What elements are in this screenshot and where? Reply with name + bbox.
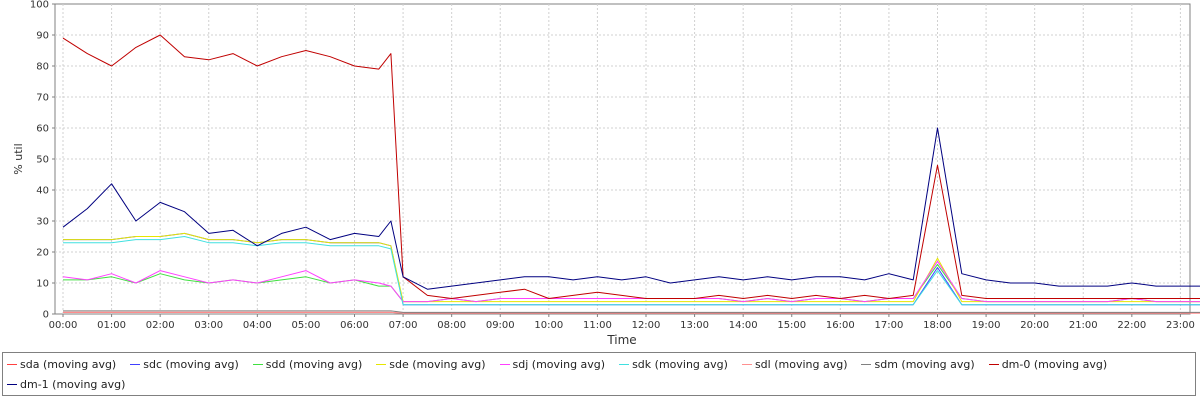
x-tick-label: 01:00 bbox=[97, 320, 126, 331]
series-lines bbox=[62, 34, 1200, 314]
y-tick-label: 80 bbox=[36, 62, 49, 73]
legend-label: sdd (moving avg) bbox=[265, 357, 363, 371]
x-tick-label: 15:00 bbox=[777, 320, 806, 331]
legend-swatch bbox=[7, 363, 17, 365]
legend-label: dm-1 (moving avg) bbox=[20, 377, 126, 391]
x-tick-label: 14:00 bbox=[729, 320, 758, 331]
legend-item: sdc (moving avg) bbox=[130, 356, 239, 372]
x-tick-label: 12:00 bbox=[632, 320, 661, 331]
series-line-5 bbox=[63, 236, 1200, 306]
legend-item: sdl (moving avg) bbox=[741, 356, 848, 372]
series-line-8 bbox=[62, 34, 1200, 299]
x-tick-label: 03:00 bbox=[194, 320, 223, 331]
x-tick-label: 10:00 bbox=[534, 320, 563, 331]
x-tick-label: 11:00 bbox=[583, 320, 612, 331]
x-tick-label: 19:00 bbox=[972, 320, 1001, 331]
legend-item: sdd (moving avg) bbox=[252, 356, 363, 372]
y-tick-label: 70 bbox=[36, 93, 49, 104]
series-line-9 bbox=[62, 127, 1200, 290]
x-tick-label: 07:00 bbox=[389, 320, 418, 331]
chart-area: 0 10 20 30 40 50 60 70 80 90 100 00:00 01:00 02:00 03:… bbox=[12, 0, 1200, 347]
legend-swatch bbox=[619, 363, 630, 365]
y-tick-label: 0 bbox=[43, 310, 49, 321]
x-tick-label: 05:00 bbox=[292, 320, 321, 331]
x-tick-label: 09:00 bbox=[486, 320, 515, 331]
chart-legend: sda (moving avg) sdc (moving avg) sdd (mov… bbox=[2, 352, 1196, 396]
grid-lines bbox=[55, 4, 1190, 314]
y-tick-label: 20 bbox=[36, 248, 49, 259]
y-tick-label: 50 bbox=[36, 155, 49, 166]
legend-swatch bbox=[861, 363, 872, 365]
series-line-6 bbox=[63, 311, 1200, 314]
x-tick-label: 02:00 bbox=[146, 320, 175, 331]
axis-ticks: 0 10 20 30 40 50 60 70 80 90 100 00:00 01:00 02:00 03:… bbox=[30, 0, 1195, 331]
legend-item: sdm (moving avg) bbox=[861, 356, 975, 372]
x-axis-label: Time bbox=[606, 333, 636, 347]
legend-item: dm-1 (moving avg) bbox=[7, 376, 125, 392]
y-tick-label: 40 bbox=[36, 186, 49, 197]
legend-item: sda (moving avg) bbox=[7, 356, 116, 372]
legend-swatch bbox=[376, 363, 387, 365]
legend-label: sda (moving avg) bbox=[20, 357, 117, 371]
legend-label: sdl (moving avg) bbox=[754, 357, 848, 371]
x-tick-label: 21:00 bbox=[1069, 320, 1098, 331]
legend-swatch bbox=[988, 363, 999, 365]
legend-item: sdk (moving avg) bbox=[619, 356, 728, 372]
legend-label: sdm (moving avg) bbox=[874, 357, 975, 371]
x-tick-label: 17:00 bbox=[875, 320, 904, 331]
legend-swatch bbox=[499, 363, 510, 365]
legend-swatch bbox=[7, 383, 17, 385]
x-tick-label: 20:00 bbox=[1020, 320, 1049, 331]
legend-label: sdj (moving avg) bbox=[512, 357, 606, 371]
y-tick-label: 100 bbox=[30, 0, 49, 11]
legend-item: dm-0 (moving avg) bbox=[988, 356, 1108, 372]
line-chart: 0 10 20 30 40 50 60 70 80 90 100 00:00 01:00 02:00 03:… bbox=[12, 0, 1200, 347]
x-tick-label: 13:00 bbox=[680, 320, 709, 331]
legend-label: sdc (moving avg) bbox=[143, 357, 239, 371]
y-tick-label: 10 bbox=[36, 279, 49, 290]
series-line-7 bbox=[63, 310, 1200, 313]
legend-swatch bbox=[741, 363, 752, 365]
legend-label: sdk (moving avg) bbox=[632, 357, 728, 371]
legend-item: sde (moving avg) bbox=[376, 356, 486, 372]
x-tick-label: 00:00 bbox=[49, 320, 78, 331]
y-tick-label: 60 bbox=[36, 124, 49, 135]
x-tick-label: 06:00 bbox=[340, 320, 369, 331]
x-tick-label: 04:00 bbox=[243, 320, 272, 331]
x-tick-label: 22:00 bbox=[1117, 320, 1146, 331]
x-tick-label: 08:00 bbox=[437, 320, 466, 331]
y-tick-label: 90 bbox=[36, 31, 49, 42]
legend-label: sde (moving avg) bbox=[389, 357, 486, 371]
legend-label: dm-0 (moving avg) bbox=[1001, 357, 1108, 371]
y-axis-label: % util bbox=[12, 143, 25, 174]
legend-swatch bbox=[130, 363, 141, 365]
x-tick-label: 23:00 bbox=[1166, 320, 1195, 331]
x-tick-label: 16:00 bbox=[826, 320, 855, 331]
y-tick-label: 30 bbox=[36, 217, 49, 228]
legend-item: sdj (moving avg) bbox=[499, 356, 606, 372]
legend-swatch bbox=[252, 363, 263, 365]
x-tick-label: 18:00 bbox=[923, 320, 952, 331]
